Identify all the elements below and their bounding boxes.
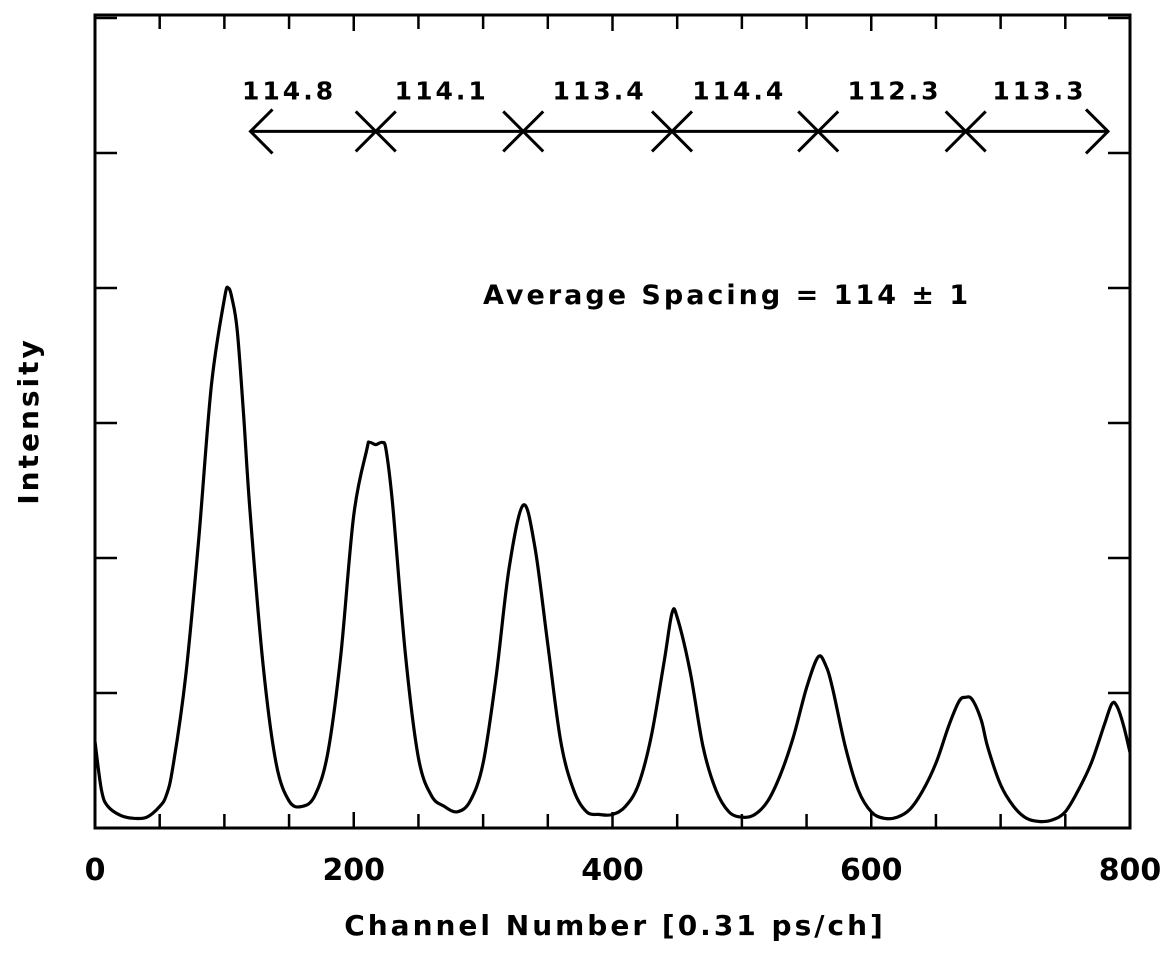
y-axis-title: Intensity — [12, 337, 45, 505]
plot-frame — [93, 13, 1132, 830]
x-tick-label: 600 — [840, 853, 903, 888]
peak-cross-mark — [944, 110, 987, 153]
spacing-value-label: 114.4 — [692, 76, 786, 105]
spacing-value-label: 114.8 — [242, 76, 336, 105]
arrow-head-left — [248, 108, 274, 155]
x-tick-labels: 0 200 400 600 800 — [85, 853, 1162, 888]
x-tick-label: 200 — [322, 853, 385, 888]
peak-cross-mark — [354, 110, 397, 153]
spacing-value-label: 113.3 — [992, 76, 1086, 105]
peak-spacing-annotation: 114.8 114.1 113.4 114.4 112.3 113.3 — [242, 76, 1111, 155]
x-axis-title: Channel Number [0.31 ps/ch] — [344, 909, 886, 942]
x-tick-label: 400 — [581, 853, 644, 888]
intensity-series-line — [93, 285, 1132, 824]
y-axis-ticks — [95, 16, 1130, 695]
spacing-value-label: 113.4 — [553, 76, 647, 105]
peak-cross-mark — [502, 110, 545, 153]
spacing-value-label: 114.1 — [395, 76, 489, 105]
peak-cross-mark — [650, 110, 694, 153]
peak-cross-mark — [797, 110, 840, 153]
x-tick-label: 0 — [85, 853, 106, 888]
x-tick-label: 800 — [1099, 853, 1162, 888]
minor-ticks — [158, 15, 1067, 828]
spacing-value-label: 112.3 — [847, 76, 941, 105]
average-spacing-note: Average Spacing = 114 ± 1 — [483, 280, 971, 311]
arrow-head-right — [1084, 108, 1111, 155]
